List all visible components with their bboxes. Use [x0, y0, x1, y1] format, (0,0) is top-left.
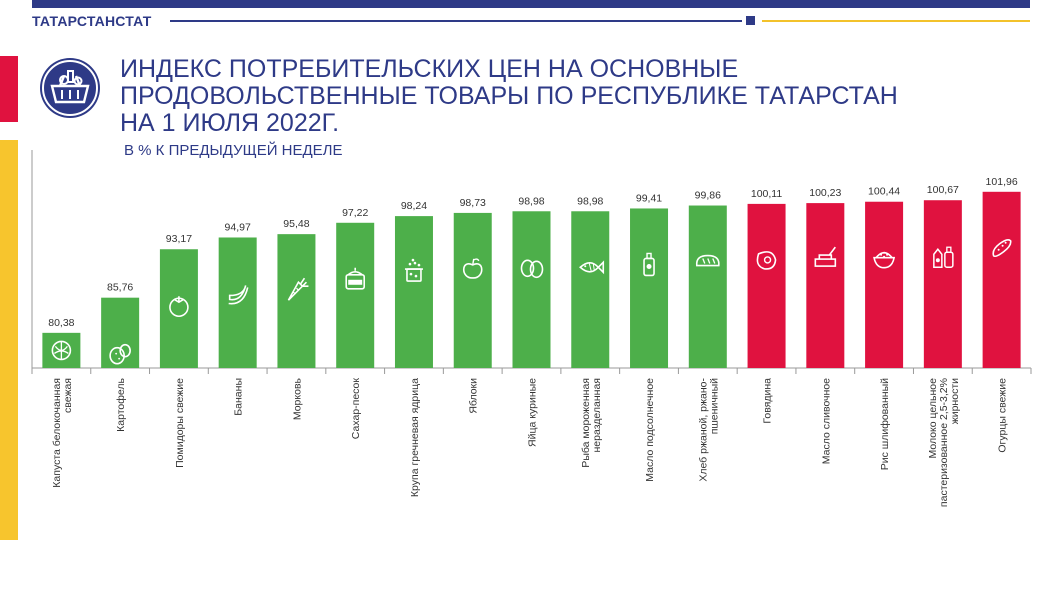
x-tick-label: Бананы	[233, 378, 245, 416]
x-tick-label-line: пшеничный	[708, 378, 720, 434]
x-tick-label: Масло подсолнечное	[644, 378, 656, 482]
x-tick-label: Помидоры свежие	[174, 378, 186, 468]
data-label: 100,23	[809, 187, 841, 199]
x-tick-label-line: свежая	[62, 378, 74, 413]
bar	[160, 249, 198, 368]
data-label: 100,44	[868, 186, 900, 198]
x-tick-label: Сахар-песок	[350, 378, 362, 440]
x-tick-label-line: Сахар-песок	[350, 378, 362, 440]
x-tick-label: Рыба мороженнаянеразделанная	[580, 378, 603, 468]
data-label: 98,73	[460, 197, 486, 209]
bar	[571, 211, 609, 368]
x-tick-label-line: Масло сливочное	[820, 378, 832, 464]
data-label: 100,67	[927, 184, 959, 196]
x-tick-label: Огурцы свежие	[997, 378, 1009, 453]
bar	[513, 211, 551, 368]
x-tick-label: Морковь	[291, 377, 303, 420]
x-tick-label: Рис шлифованный	[879, 378, 891, 470]
data-label: 80,38	[48, 317, 74, 329]
bar	[454, 213, 492, 368]
x-tick-label-line: Огурцы свежие	[997, 378, 1009, 453]
x-tick-label-line: Крупа гречневая ядрица	[409, 378, 421, 497]
data-label: 101,96	[986, 176, 1018, 188]
x-tick-label: Масло сливочное	[820, 378, 832, 464]
x-tick-label-line: неразделанная	[591, 378, 603, 453]
data-label: 100,11	[751, 188, 782, 200]
bar	[689, 206, 727, 368]
x-tick-label: Капуста белокочаннаясвежая	[51, 378, 74, 488]
x-tick-label: Говядина	[762, 378, 774, 424]
bar	[748, 204, 786, 368]
data-label: 94,97	[225, 221, 251, 233]
x-tick-label-line: Морковь	[291, 377, 303, 420]
bar	[630, 208, 668, 368]
x-tick-label: Картофель	[115, 377, 127, 431]
x-tick-label-line: жирности	[949, 378, 961, 424]
data-label: 99,86	[695, 190, 721, 202]
x-tick-label-line: Бананы	[233, 378, 245, 416]
bar	[336, 223, 374, 368]
bar	[924, 200, 962, 368]
bar	[395, 216, 433, 368]
bar	[277, 234, 315, 368]
price-index-bar-chart: 80,38 Капуста белокочаннаясвежая 85,76 Карт…	[0, 0, 1060, 596]
x-tick-label: Крупа гречневая ядрица	[409, 378, 421, 497]
x-tick-label: Яблоки	[468, 378, 480, 414]
x-tick-label-line: Масло подсолнечное	[644, 378, 656, 482]
bar	[983, 192, 1021, 368]
data-label: 85,76	[107, 282, 133, 294]
data-label: 95,48	[283, 218, 309, 230]
data-label: 99,41	[636, 192, 662, 204]
x-tick-label-line: Рис шлифованный	[879, 378, 891, 470]
data-label: 98,24	[401, 200, 427, 212]
x-tick-label-line: Яйца куриные	[527, 378, 539, 447]
x-tick-label-line: Яблоки	[468, 378, 480, 414]
data-label: 98,98	[577, 195, 603, 207]
data-label: 93,17	[166, 233, 192, 245]
bar	[101, 298, 139, 368]
x-tick-label: Яйца куриные	[527, 378, 539, 447]
bar	[806, 203, 844, 368]
x-tick-label: Молоко цельноепастеризованное 2,5-3,2%жи…	[927, 378, 961, 507]
bar	[865, 202, 903, 368]
data-label: 97,22	[342, 207, 368, 219]
x-tick-label-line: Картофель	[115, 377, 127, 431]
data-label: 98,98	[518, 195, 544, 207]
x-tick-label-line: Помидоры свежие	[174, 378, 186, 468]
x-tick-label: Хлеб ржаной, ржано-пшеничный	[697, 378, 720, 482]
x-tick-label-line: Говядина	[762, 378, 774, 424]
